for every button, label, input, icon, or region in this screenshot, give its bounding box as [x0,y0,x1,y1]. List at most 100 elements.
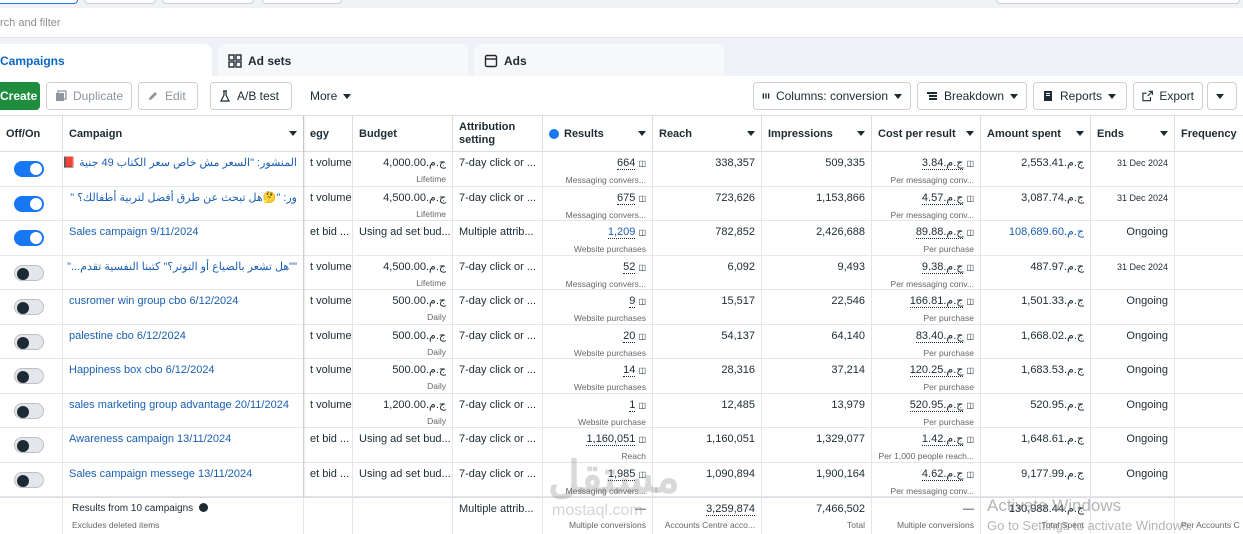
results-value[interactable]: 14 [623,364,636,377]
grid-icon [228,54,242,68]
ab-test-button[interactable]: A/B test [210,82,292,110]
footer-empty [304,498,353,534]
delivery-toggle[interactable] [14,264,44,281]
export-button[interactable]: Export [1133,82,1203,110]
campaign-cell: ""هل تشعر بالضياع أو التوتر؟" كتبنا النف… [63,255,304,289]
footer-frequency: Per Accounts C [1175,498,1243,534]
campaign-name-link[interactable]: المنشور: "السعر مش خاص سعر الكتاب 49 جني… [63,157,297,169]
cpr-cell: ج.م.9.38 ◫ Per messaging conv... [872,255,981,289]
delivery-toggle[interactable] [14,471,44,488]
reports-button[interactable]: Reports [1033,82,1127,110]
delivery-toggle[interactable] [14,161,44,177]
offon-cell [0,393,63,427]
table-row[interactable]: ""هل تشعر بالضياع أو التوتر؟" كتبنا النف… [0,255,1243,290]
campaign-name-link[interactable]: cusromer win group cbo 6/12/2024 [69,295,239,307]
top-button-stub[interactable] [162,0,254,4]
delivery-toggle[interactable] [14,333,44,350]
info-icon[interactable] [198,503,208,512]
results-value[interactable]: 1,209 [607,226,636,239]
col-impressions[interactable]: Impressions [762,116,872,152]
col-campaign[interactable]: Campaign [63,116,304,152]
delivery-toggle[interactable] [14,195,44,212]
campaign-name-link[interactable]: ور: "🤔هل تبحث عن طرق أفضل لتربية أطفالك؟… [70,191,297,204]
table-row[interactable]: cusromer win group cbo 6/12/2024 t volume… [0,290,1243,325]
delivery-toggle[interactable] [14,437,44,453]
table-row[interactable]: ور: "🤔هل تبحث عن طرق أفضل لتربية أطفالك؟… [0,186,1243,221]
delivery-toggle[interactable] [14,368,44,384]
campaign-name-link[interactable]: Awareness campaign 13/11/2024 [69,433,232,445]
budget-type: Daily [427,415,446,426]
attribution-cell: 7-day click or ... [453,359,543,393]
results-value[interactable]: 1 [629,398,636,412]
table-row[interactable]: Sales campaign 9/11/2024 et bid ... Using … [0,221,1243,256]
toolbar-more-dropdown[interactable] [1207,82,1237,110]
duplicate-button[interactable]: Duplicate [46,82,132,110]
ends-value: Ongoing [1126,329,1168,342]
strategy-cell: t volume [304,393,353,427]
campaign-name-link[interactable]: ""هل تشعر بالضياع أو التوتر؟" كتبنا النف… [67,260,297,273]
col-budget[interactable]: Budget [353,116,453,152]
col-strategy[interactable]: egy [304,116,353,152]
results-value[interactable]: 675 [617,191,636,205]
col-amount-spent[interactable]: Amount spent [981,116,1091,152]
table-row[interactable]: المنشور: "السعر مش خاص سعر الكتاب 49 جني… [0,152,1243,187]
tab-campaigns[interactable]: Campaigns [0,44,212,78]
top-button-stub[interactable] [262,0,342,4]
col-cost-per-result[interactable]: Cost per result [872,116,981,152]
create-button[interactable]: Create [0,82,40,110]
table-row[interactable]: palestine cbo 6/12/2024 t volume ج.م.500.0… [0,324,1243,359]
ends-cell: Ongoing [1091,428,1175,462]
create-label: Create [0,89,38,103]
reach-cell: 723,626 [653,186,762,220]
results-value[interactable]: 52 [623,260,636,274]
offon-cell [0,462,63,496]
campaign-name-link[interactable]: Sales campaign 9/11/2024 [69,226,199,238]
col-attribution[interactable]: Attribution setting [453,116,543,152]
delivery-toggle[interactable] [14,230,44,246]
amount-spent-value: ج.م.1,668.02 [1021,329,1084,342]
budget-type: Lifetime [416,277,446,288]
breakdown-label: Breakdown [943,89,1004,103]
cpr-cell: ج.م.166.81 ◫ Per purchase [872,290,981,324]
results-value[interactable]: 1,160,051 [586,433,636,446]
top-button-stub[interactable] [0,0,78,4]
col-reach[interactable]: Reach [653,116,762,152]
bid-strategy: t volume [310,191,352,204]
table-row[interactable]: Sales campaign messege 13/11/2024 et bid … [0,462,1243,497]
search-input[interactable]: rch and filter [0,17,61,29]
reach-cell: 54,137 [653,324,762,358]
search-bar[interactable]: rch and filter [0,8,1243,38]
table-row[interactable]: sales marketing group advantage 20/11/20… [0,393,1243,428]
results-value[interactable]: 20 [623,329,636,343]
reach-value: 723,626 [715,191,755,204]
campaign-cell: Sales campaign messege 13/11/2024 [63,462,304,496]
compare-icon: ◫ [966,435,974,444]
campaign-name-link[interactable]: sales marketing group advantage 20/11/20… [69,398,289,411]
tab-ad-sets[interactable]: Ad sets [218,44,468,78]
col-frequency[interactable]: Frequency [1175,116,1243,152]
columns-button[interactable]: Columns: conversion [753,82,911,110]
more-button[interactable]: More [302,82,362,110]
results-value[interactable]: 664 [617,157,636,170]
tab-ads[interactable]: Ads [474,44,724,78]
reach-value: 1,160,051 [706,433,755,445]
campaign-name-link[interactable]: palestine cbo 6/12/2024 [69,329,186,342]
col-results[interactable]: Results [543,116,653,152]
bid-strategy: et bid ... [310,433,350,445]
table-row[interactable]: Happiness box cbo 6/12/2024 t volume ج.م.5… [0,359,1243,394]
strategy-cell: et bid ... [304,462,353,496]
results-value[interactable]: 1,985 [607,467,636,481]
campaign-name-link[interactable]: Happiness box cbo 6/12/2024 [69,364,215,376]
col-ends[interactable]: Ends [1091,116,1175,152]
top-button-stub[interactable] [84,0,156,4]
results-value[interactable]: 9 [629,295,636,308]
budget-value: ج.م.500.00 [392,329,446,342]
footer-spent: ج.م.130,988.44 Total Spent [981,498,1091,534]
edit-button[interactable]: Edit [138,82,198,110]
campaign-name-link[interactable]: Sales campaign messege 13/11/2024 [69,467,253,480]
delivery-toggle[interactable] [14,402,44,419]
delivery-toggle[interactable] [14,299,44,315]
date-range-stub[interactable] [996,0,1240,4]
breakdown-button[interactable]: Breakdown [917,82,1027,110]
table-row[interactable]: Awareness campaign 13/11/2024 et bid ... U… [0,428,1243,463]
